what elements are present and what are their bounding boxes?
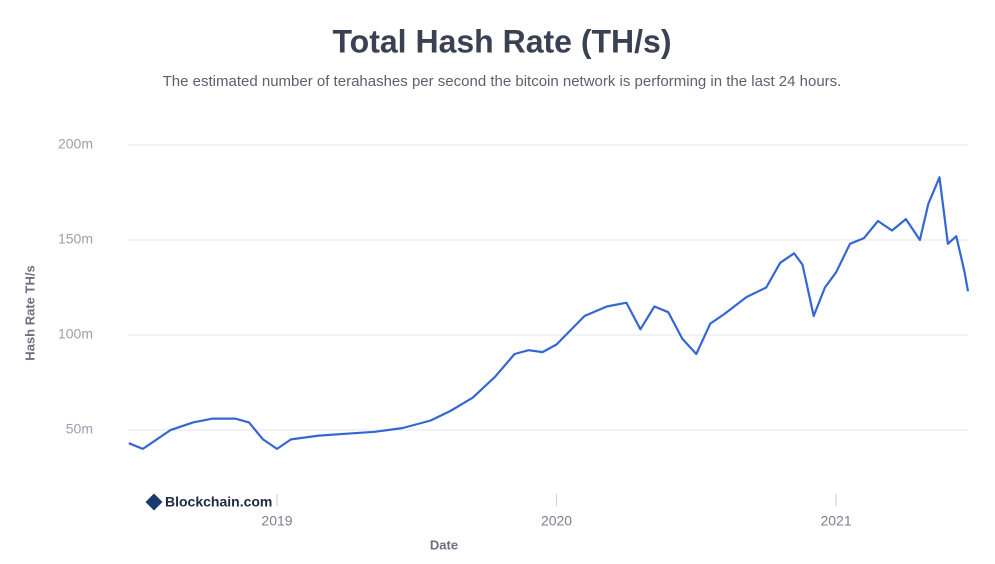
chart-title: Total Hash Rate (TH/s) [333,23,672,59]
y-tick-label: 100m [58,326,93,342]
x-axis-label: Date [430,537,458,552]
x-tick-label: 2021 [820,513,851,529]
y-tick-label: 200m [58,136,93,152]
data-line [128,176,970,450]
y-tick-label: 150m [58,231,93,247]
logo: Blockchain.com [145,493,272,511]
chart-subtitle: The estimated number of terahashes per s… [163,73,842,90]
logo-icon [145,493,163,511]
y-axis-label: Hash Rate TH/s [22,265,37,360]
x-tick-label: 2020 [541,513,572,529]
x-tick-label: 2019 [261,513,292,529]
watermark: Blockchain.com [165,494,272,510]
y-tick-label: 50m [66,421,93,437]
